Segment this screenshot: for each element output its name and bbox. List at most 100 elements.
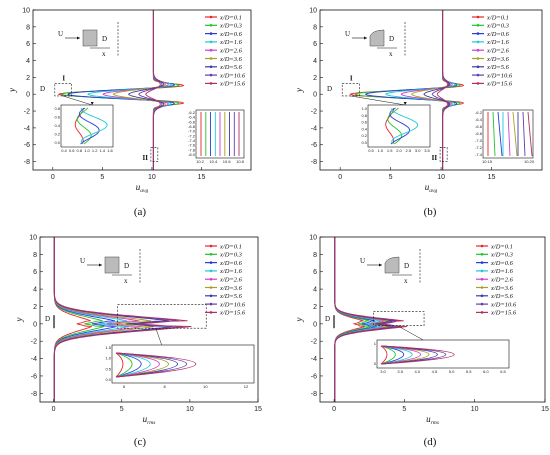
inset-y-tick: -8.0 [188,152,196,157]
flow-arrowhead-icon [379,263,382,267]
legend-entry: x/D=0.3 [490,252,514,259]
x-axis-label-subscript: avg [429,188,437,194]
inset-y-tick: -6.8 [475,131,483,136]
y-tick-label: 4 [33,287,37,294]
inset-series-line [115,352,142,378]
inset-series-line [115,352,160,378]
square-cylinder-icon [104,256,120,274]
inset-arrow-icon [403,102,407,105]
legend-entry: x/D=0.6 [219,31,243,38]
legend-marker [209,24,213,27]
legend-marker [476,24,480,27]
series-line [436,10,448,170]
flow-arrowhead-icon [77,36,80,40]
x-axis-label: urms [426,414,439,426]
inset-y-tick: -7.2 [475,145,483,150]
zoom-label-II: II [432,154,438,162]
inset-series-line [115,352,124,378]
y-tick-label: -2 [311,339,317,346]
inset-x-tick: 10.8 [236,159,245,164]
inset-x-tick: 10.2 [196,159,205,164]
inset-x-tick: 10.20 [524,159,535,164]
inset-x-tick: 1.0 [378,148,384,153]
inset-y-tick: -6.6 [188,119,196,124]
inset-y-tick: 1.0 [105,356,111,361]
inset-series-line [389,107,411,145]
legend-entry: x/D=15.6 [490,310,517,317]
y-tick-label: -4 [24,125,30,132]
y-tick-label: 6 [33,269,37,276]
y-tick-label: 6 [26,41,30,48]
inset-y-tick: -6.2 [475,110,483,115]
y-tick-label: 0 [313,321,317,328]
legend-marker [480,253,484,256]
inset-x-tick: 10 [203,384,208,389]
zoom-box [373,311,425,326]
zoom-label-I: I [350,75,353,83]
panel-caption: (d) [424,436,437,448]
legend-marker [480,286,484,289]
legend-entry: x/D=1.6 [219,39,243,46]
y-tick-label: 4 [313,287,317,294]
x-tick-label: 5 [100,174,104,181]
flow-arrowhead-icon [364,36,367,40]
inset-x-tick: 4.5 [432,369,438,374]
y-tick-label: 8 [26,24,30,31]
series-group [334,237,408,402]
x-tick-label: 15 [198,174,206,181]
square-cylinder-icon [82,29,98,47]
inset-x-tick: 2.0 [396,148,402,153]
inset-x-tick: 3.0 [380,369,386,374]
inset-series-line [527,111,533,157]
legend-entry: x/D=2.6 [490,277,514,284]
inset-x-tick: 3.5 [397,369,403,374]
chart-panel-b: 0 5 10 15-8-6-4-20246810uavgyUDxDIII1.00.80… [294,8,543,218]
inset-y-tick: -6.2 [188,110,196,115]
series-line [334,237,372,402]
legend-entry: x/D=3.6 [219,285,243,292]
y-axis-label: y [7,88,17,93]
zoom-box-I [341,82,360,97]
series-line [334,237,408,402]
x-axis-label: uavg [425,182,438,194]
inset-y-tick: -7.4 [188,138,196,143]
sketch-label-x: x [124,277,128,285]
inset-series-line [380,345,388,365]
inset-y-tick: 0.4 [361,126,367,131]
inset-y-tick: 0.8 [54,106,60,111]
y-tick-label: -6 [311,373,317,380]
y-tick-label: 10 [29,235,37,242]
inset-x-tick: 6 [123,384,126,389]
inset-y-tick: 0.0 [54,140,60,145]
inset-arrow-icon [90,102,94,105]
plot-frame [39,236,259,403]
y-tick-label: -2 [31,339,37,346]
inset-y-tick: 0.5 [105,366,111,371]
inset-series-line [380,345,455,365]
cylinder-D-label: D [45,315,50,323]
x-tick-label: 15 [541,406,549,413]
legend-marker [209,286,213,289]
panel-caption: (a) [134,206,147,218]
y-axis-label: y [294,318,304,323]
inset-x-tick: 1.0 [84,148,90,153]
series-line [53,237,192,402]
inset-series-line [115,352,133,378]
legend-marker [476,73,480,77]
inset-y-tick: 0.2 [54,132,60,137]
inset-series-line [512,111,518,157]
inset-series-line [522,111,526,157]
y-tick-label: -8 [31,391,37,398]
inset-y-tick: 0.6 [361,120,367,125]
x-tick-label: 5 [120,406,124,413]
inset-y-tick: 0.0 [361,140,367,145]
inset-y-tick: 1.5 [105,345,111,350]
inset-series-line [391,107,418,145]
legend-entry: x/D=0.3 [219,23,243,30]
legend-marker [480,311,484,314]
inset-x-tick: 3.5 [424,148,430,153]
inset-x-tick: 0.4 [61,148,67,153]
inset-series-line [80,107,108,145]
legend-entry: x/D=5.6 [219,293,243,300]
y-tick-label: 10 [22,8,30,15]
